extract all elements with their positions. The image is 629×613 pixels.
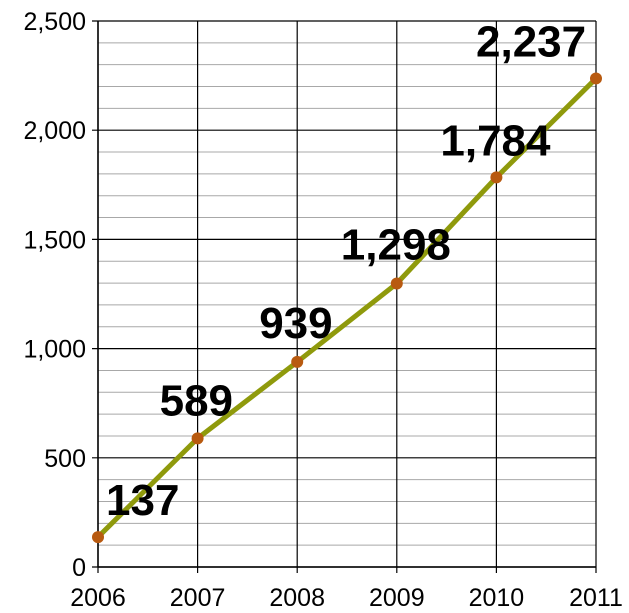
x-tick-label: 2008 [269,584,325,612]
data-point-marker [191,432,204,445]
data-point-marker [92,531,104,544]
y-tick-label: 2,500 [23,8,86,36]
y-tick-label: 1,000 [23,336,86,364]
data-label: 939 [259,299,332,348]
data-label: 2,237 [476,17,586,66]
data-point-marker [390,277,403,290]
data-label: 589 [160,376,233,425]
y-tick-label: 500 [44,445,86,473]
series-line [95,75,599,540]
x-tick-label: 2011 [569,584,623,612]
x-tick-label: 2009 [369,584,425,612]
data-point-marker [490,171,503,184]
data-point-marker [590,72,602,85]
data-label: 1,298 [341,221,451,270]
data-label: 137 [106,476,179,525]
y-tick-label: 0 [72,554,86,582]
x-tick-label: 2007 [170,584,226,612]
y-tick-label: 1,500 [23,226,86,254]
data-point-marker [291,355,304,368]
x-tick-label: 2010 [469,584,525,612]
y-tick-label: 2,000 [23,117,86,145]
data-label: 1,784 [440,116,551,165]
x-tick-label: 2006 [70,584,126,612]
